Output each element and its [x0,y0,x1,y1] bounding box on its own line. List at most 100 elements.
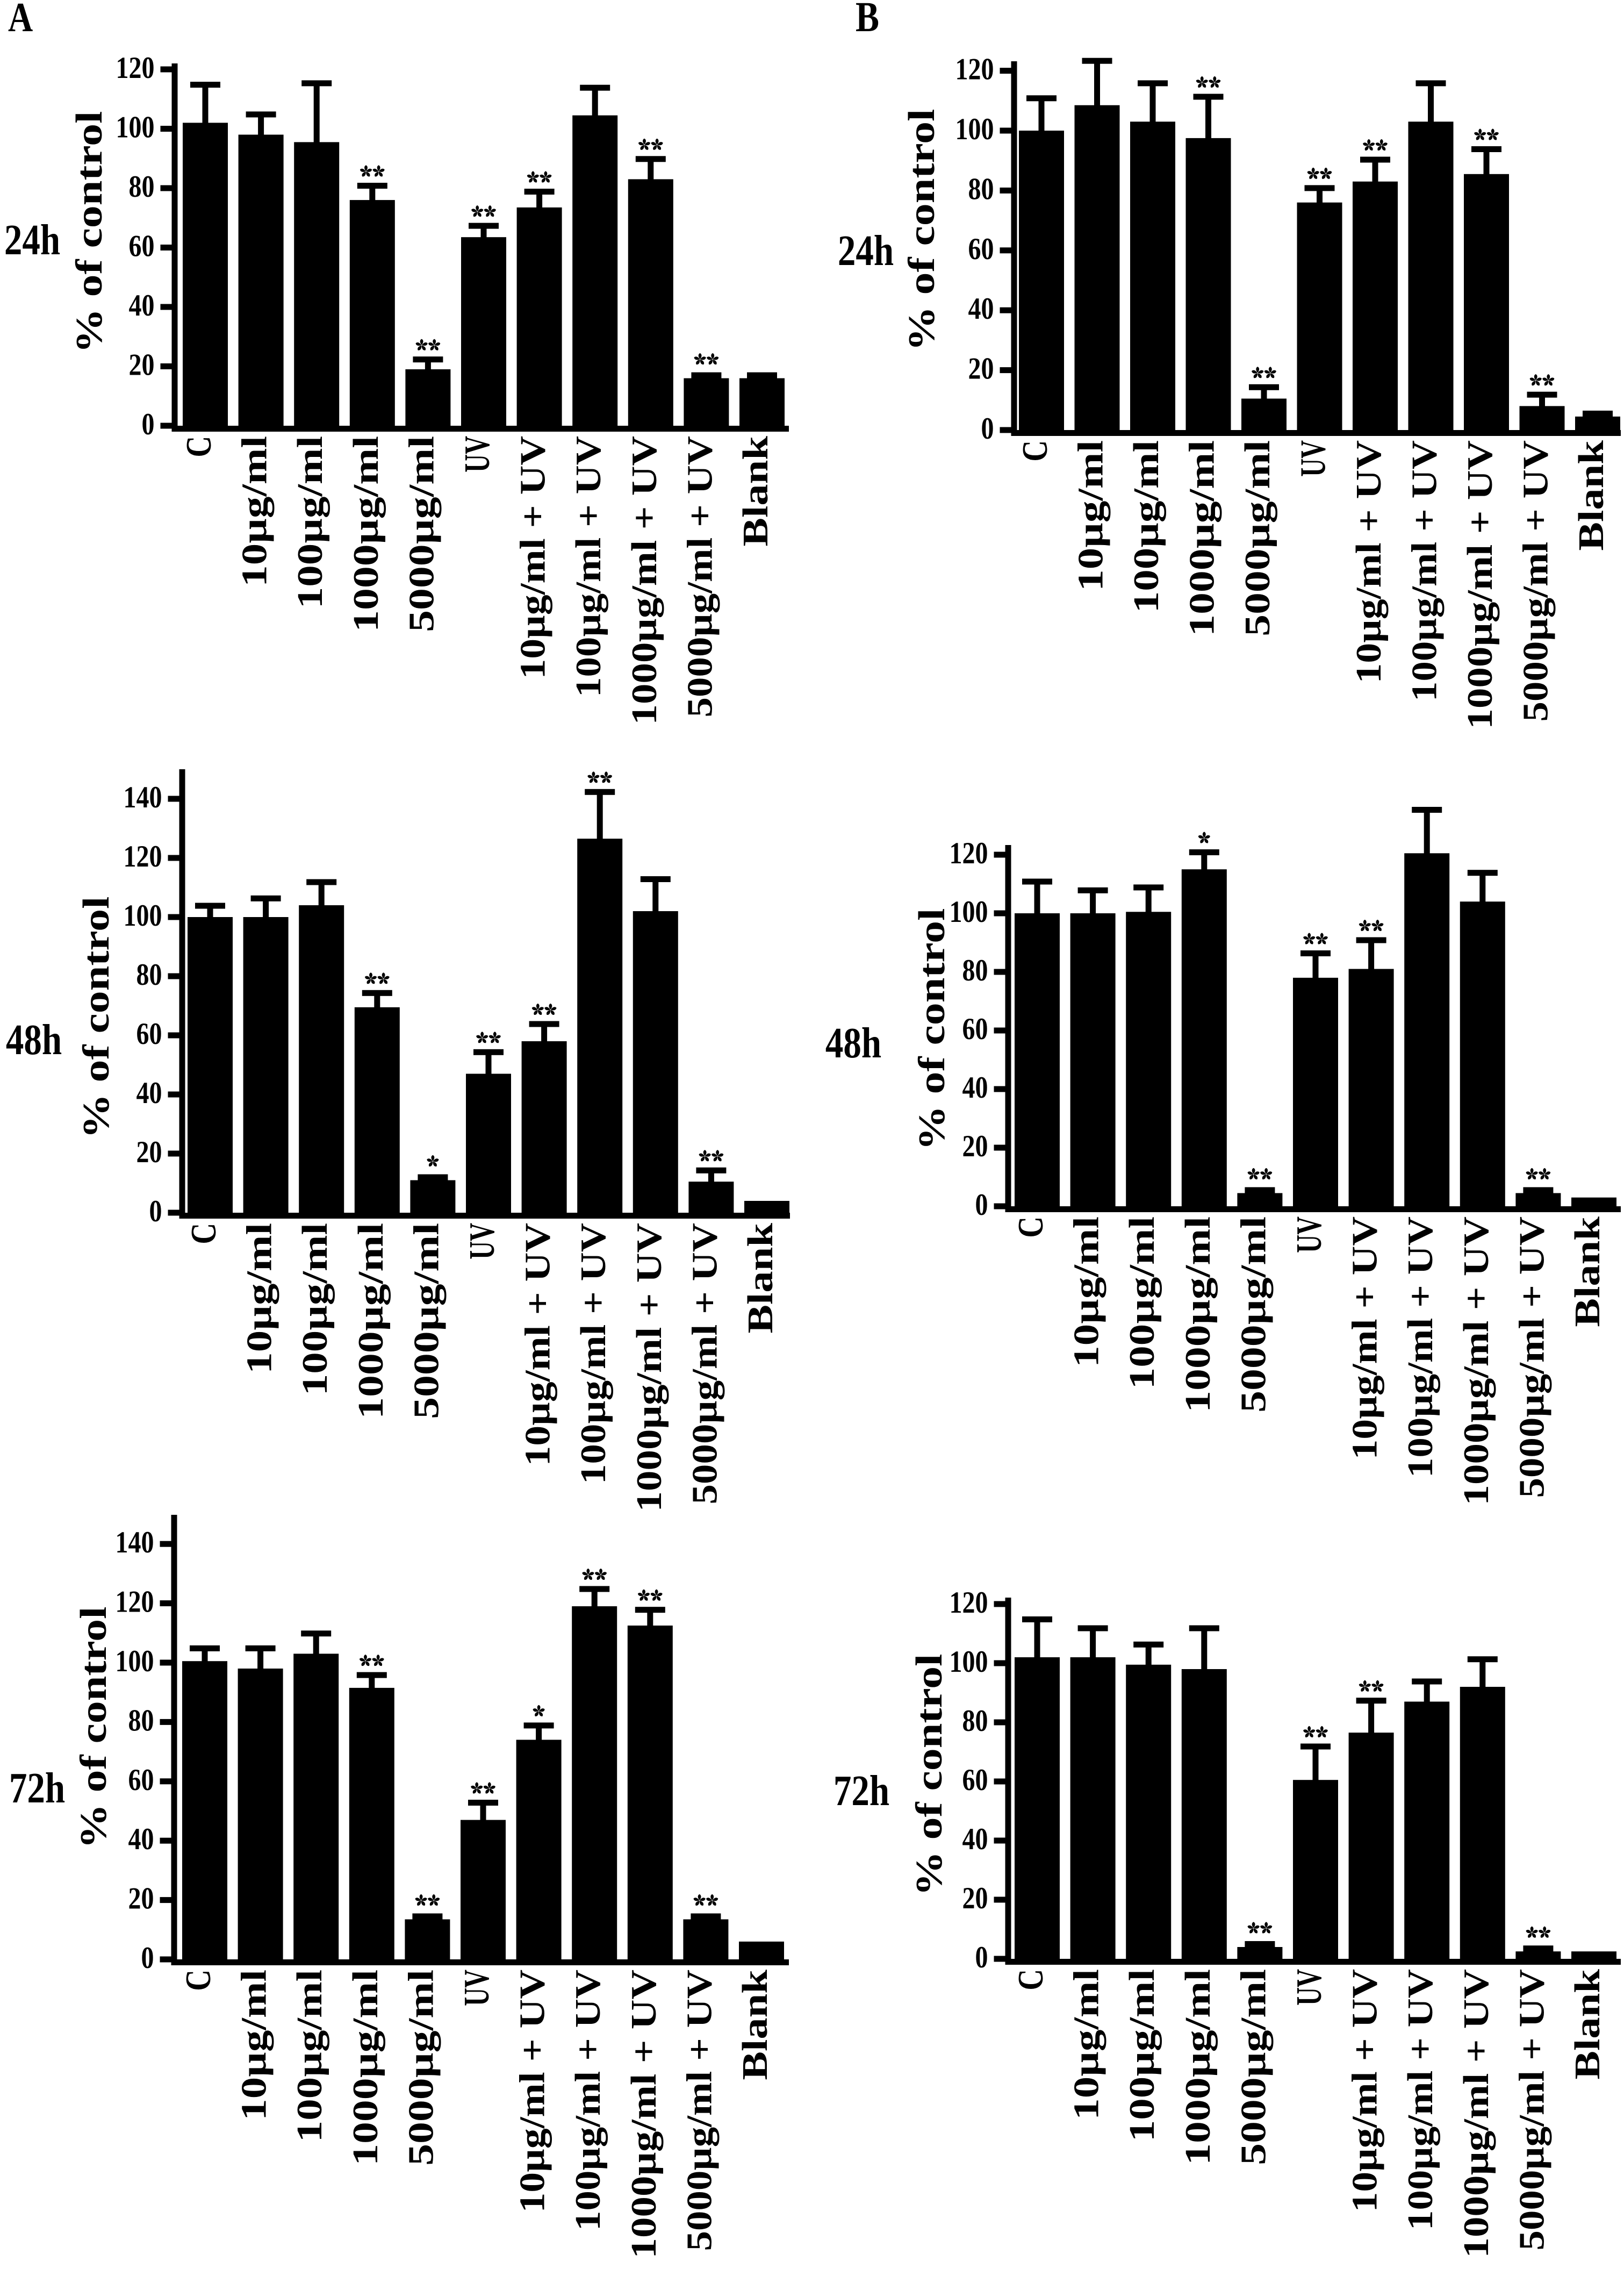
svg-text:1000µg/ml: 1000µg/ml [1178,1216,1218,1413]
svg-text:5000µg/ml + UV: 5000µg/ml + UV [1512,1969,1551,2251]
svg-text:20: 20 [962,1881,988,1915]
svg-text:1000µg/ml + UV: 1000µg/ml + UV [623,1970,663,2259]
svg-text:1000µg/ml: 1000µg/ml [346,1970,385,2166]
svg-text:% of control: % of control [73,1607,114,1849]
svg-text:1000µg/ml + UV: 1000µg/ml + UV [629,1223,669,1512]
svg-text:UV: UV [457,436,497,473]
svg-text:140: 140 [116,1526,154,1559]
svg-text:C: C [179,436,219,457]
svg-text:10µg/ml: 10µg/ml [1067,1969,1106,2120]
svg-text:120: 120 [116,51,155,85]
svg-text:80: 80 [962,954,988,987]
svg-text:60: 60 [962,1763,988,1797]
svg-text:% of control: % of control [911,908,953,1151]
svg-text:1000µg/ml + UV: 1000µg/ml + UV [1460,440,1500,729]
svg-text:60: 60 [129,230,155,263]
svg-text:Blank: Blank [736,435,775,547]
svg-text:1000µg/ml + UV: 1000µg/ml + UV [1456,1969,1496,2258]
svg-text:100µg/ml: 100µg/ml [296,1223,335,1395]
svg-text:A: A [8,0,33,40]
svg-text:100µg/ml + UV: 100µg/ml + UV [1405,440,1444,702]
svg-text:40: 40 [136,1076,162,1110]
svg-text:100µg/ml + UV: 100µg/ml + UV [574,1223,613,1484]
svg-text:80: 80 [962,1704,988,1738]
svg-text:UV: UV [462,1223,502,1259]
svg-text:10µg/ml + UV: 10µg/ml + UV [1345,1216,1385,1460]
svg-text:% of control: % of control [68,111,110,354]
svg-text:120: 120 [950,836,988,870]
svg-text:60: 60 [968,232,994,266]
svg-text:72h: 72h [833,1767,889,1815]
svg-text:140: 140 [124,781,162,814]
svg-text:40: 40 [129,289,155,323]
svg-text:5000µg/ml: 5000µg/ml [406,1223,446,1419]
svg-text:100µg/ml: 100µg/ml [290,1970,330,2142]
svg-text:40: 40 [962,1071,988,1105]
svg-text:100: 100 [955,112,994,146]
svg-text:5000µg/ml + UV: 5000µg/ml + UV [685,1223,724,1505]
svg-text:0: 0 [142,407,155,441]
svg-text:0: 0 [141,1941,154,1975]
svg-text:5000µg/ml + UV: 5000µg/ml + UV [680,1970,719,2251]
svg-text:80: 80 [128,1703,154,1737]
svg-text:10µg/ml + UV: 10µg/ml + UV [513,436,553,679]
svg-text:20: 20 [136,1135,162,1169]
svg-text:120: 120 [950,1586,988,1620]
svg-text:C: C [184,1223,224,1244]
svg-text:10µg/ml: 10µg/ml [1067,1216,1106,1368]
svg-text:1000µg/ml: 1000µg/ml [351,1223,391,1419]
svg-text:100: 100 [116,111,155,145]
svg-text:% of control: % of control [901,109,943,352]
svg-text:24h: 24h [4,216,60,264]
svg-text:B: B [856,0,879,40]
svg-text:Blank: Blank [1568,1216,1607,1327]
svg-text:1000µg/ml + UV: 1000µg/ml + UV [1456,1216,1496,1506]
svg-text:100: 100 [116,1644,154,1678]
svg-text:1000µg/ml: 1000µg/ml [346,436,386,632]
svg-text:20: 20 [962,1129,988,1163]
svg-text:48h: 48h [6,1016,62,1064]
svg-text:10µg/ml: 10µg/ml [235,436,275,587]
svg-text:5000µg/ml: 5000µg/ml [401,436,441,632]
svg-text:60: 60 [962,1012,988,1046]
svg-text:Blank: Blank [1571,440,1611,551]
svg-text:48h: 48h [825,1019,881,1067]
svg-text:5000µg/ml: 5000µg/ml [1233,1216,1273,1413]
svg-text:100µg/ml + UV: 100µg/ml + UV [1401,1216,1440,1478]
svg-text:10µg/ml: 10µg/ml [1071,440,1111,591]
svg-text:100µg/ml + UV: 100µg/ml + UV [1401,1969,1440,2230]
svg-text:40: 40 [968,292,994,326]
svg-text:80: 80 [968,172,994,206]
svg-text:UV: UV [1289,1216,1329,1253]
svg-text:1000µg/ml: 1000µg/ml [1178,1969,1218,2165]
svg-text:UV: UV [1289,1969,1329,2006]
svg-text:60: 60 [128,1763,154,1797]
svg-text:5000µg/ml: 5000µg/ml [1238,440,1277,636]
svg-text:72h: 72h [9,1764,65,1812]
svg-text:80: 80 [136,958,162,992]
svg-text:10µg/ml: 10µg/ml [240,1223,279,1374]
svg-text:1000µg/ml: 1000µg/ml [1182,440,1221,636]
svg-text:UV: UV [1292,440,1333,477]
svg-text:120: 120 [116,1585,154,1619]
svg-text:10µg/ml: 10µg/ml [234,1970,274,2121]
svg-text:10µg/ml + UV: 10µg/ml + UV [1349,440,1389,684]
svg-text:120: 120 [124,840,162,874]
svg-text:5000µg/ml + UV: 5000µg/ml + UV [680,436,720,718]
svg-text:100µg/ml: 100µg/ml [1123,1969,1162,2142]
svg-text:120: 120 [955,53,994,87]
svg-text:0: 0 [975,1188,988,1222]
svg-text:100µg/ml + UV: 100µg/ml + UV [569,1970,608,2231]
svg-text:0: 0 [975,1941,988,1974]
svg-text:100µg/ml: 100µg/ml [291,436,330,609]
svg-text:24h: 24h [838,227,894,275]
svg-text:5000µg/ml: 5000µg/ml [401,1970,441,2166]
svg-text:10µg/ml + UV: 10µg/ml + UV [513,1970,552,2213]
svg-text:Blank: Blank [1568,1969,1607,2080]
svg-text:Blank: Blank [735,1969,775,2080]
svg-text:Blank: Blank [741,1222,780,1334]
svg-text:40: 40 [128,1822,154,1856]
svg-text:100µg/ml: 100µg/ml [1123,1216,1162,1389]
svg-text:5000µg/ml + UV: 5000µg/ml + UV [1516,440,1555,722]
svg-text:C: C [1011,1969,1051,1991]
